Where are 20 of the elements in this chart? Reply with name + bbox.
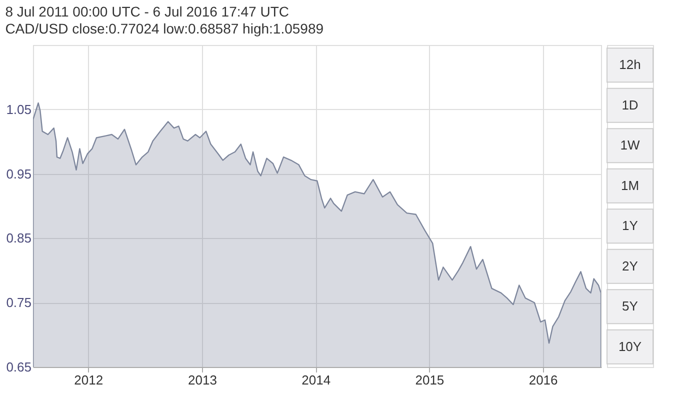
y-tick-label: 0.85	[6, 230, 32, 246]
y-tick-label: 0.95	[6, 166, 32, 182]
text: 1M	[620, 178, 640, 193]
text: 5Y	[622, 298, 638, 314]
text: 10Y	[618, 338, 642, 354]
text: 1Y	[622, 218, 638, 234]
y-tick-label: 0.65	[6, 360, 32, 374]
x-tick-label: 2012	[74, 372, 104, 388]
text: 2Y	[622, 258, 638, 274]
x-tick-label: 2016	[528, 372, 558, 388]
text: 1D	[622, 97, 638, 112]
chart-title: 8 Jul 2011 00:00 UTC - 6 Jul 2016 17:47 UTC	[5, 4, 289, 20]
chart-subtitle: CAD/USD close:0.77024 low:0.68587 high:1.05989	[5, 20, 324, 36]
text: 1W	[620, 138, 640, 153]
x-tick-label: 2015	[415, 372, 444, 388]
y-tick-label: 0.75	[6, 295, 32, 310]
y-tick-label: 1.05	[6, 102, 32, 117]
x-tick-label: 2013	[188, 372, 217, 388]
text: 12h	[619, 57, 641, 72]
x-tick-label: 2014	[302, 372, 331, 388]
